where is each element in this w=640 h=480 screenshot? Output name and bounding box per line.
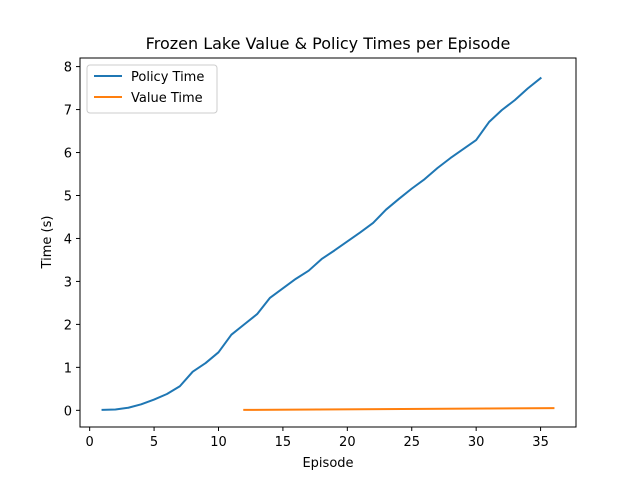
y-tick-label: 5 — [64, 189, 72, 204]
y-tick-label: 3 — [64, 275, 72, 290]
x-tick-label: 20 — [339, 435, 356, 450]
x-tick-label: 30 — [468, 435, 485, 450]
legend: Policy Time Value Time — [86, 64, 218, 114]
chart-title: Frozen Lake Value & Policy Times per Epi… — [146, 34, 511, 53]
y-tick-label: 7 — [64, 104, 72, 119]
plot-lines — [101, 76, 555, 411]
series-line-policy-time — [101, 76, 542, 411]
y-tick-label: 1 — [64, 361, 72, 376]
y-axis: 0 1 2 3 4 5 6 7 8 — [64, 61, 80, 419]
x-tick-label: 10 — [210, 435, 227, 450]
plot-frame — [79, 57, 577, 428]
series-line-value-time — [243, 407, 555, 411]
y-axis-label: Time (s) — [40, 216, 55, 270]
y-tick-label: 0 — [64, 404, 72, 419]
x-tick-label: 0 — [86, 435, 94, 450]
x-axis: 0 5 10 15 20 25 30 35 — [86, 427, 549, 450]
y-tick-label: 8 — [64, 61, 72, 76]
x-tick-label: 15 — [275, 435, 292, 450]
x-tick-label: 25 — [403, 435, 420, 450]
legend-label-policy-time: Policy Time — [131, 70, 204, 85]
x-tick-label: 5 — [150, 435, 158, 450]
y-tick-label: 4 — [64, 232, 72, 247]
y-tick-label: 2 — [64, 318, 72, 333]
x-tick-label: 35 — [532, 435, 549, 450]
x-axis-label: Episode — [302, 456, 353, 471]
y-tick-label: 6 — [64, 147, 72, 162]
legend-label-value-time: Value Time — [131, 91, 203, 106]
